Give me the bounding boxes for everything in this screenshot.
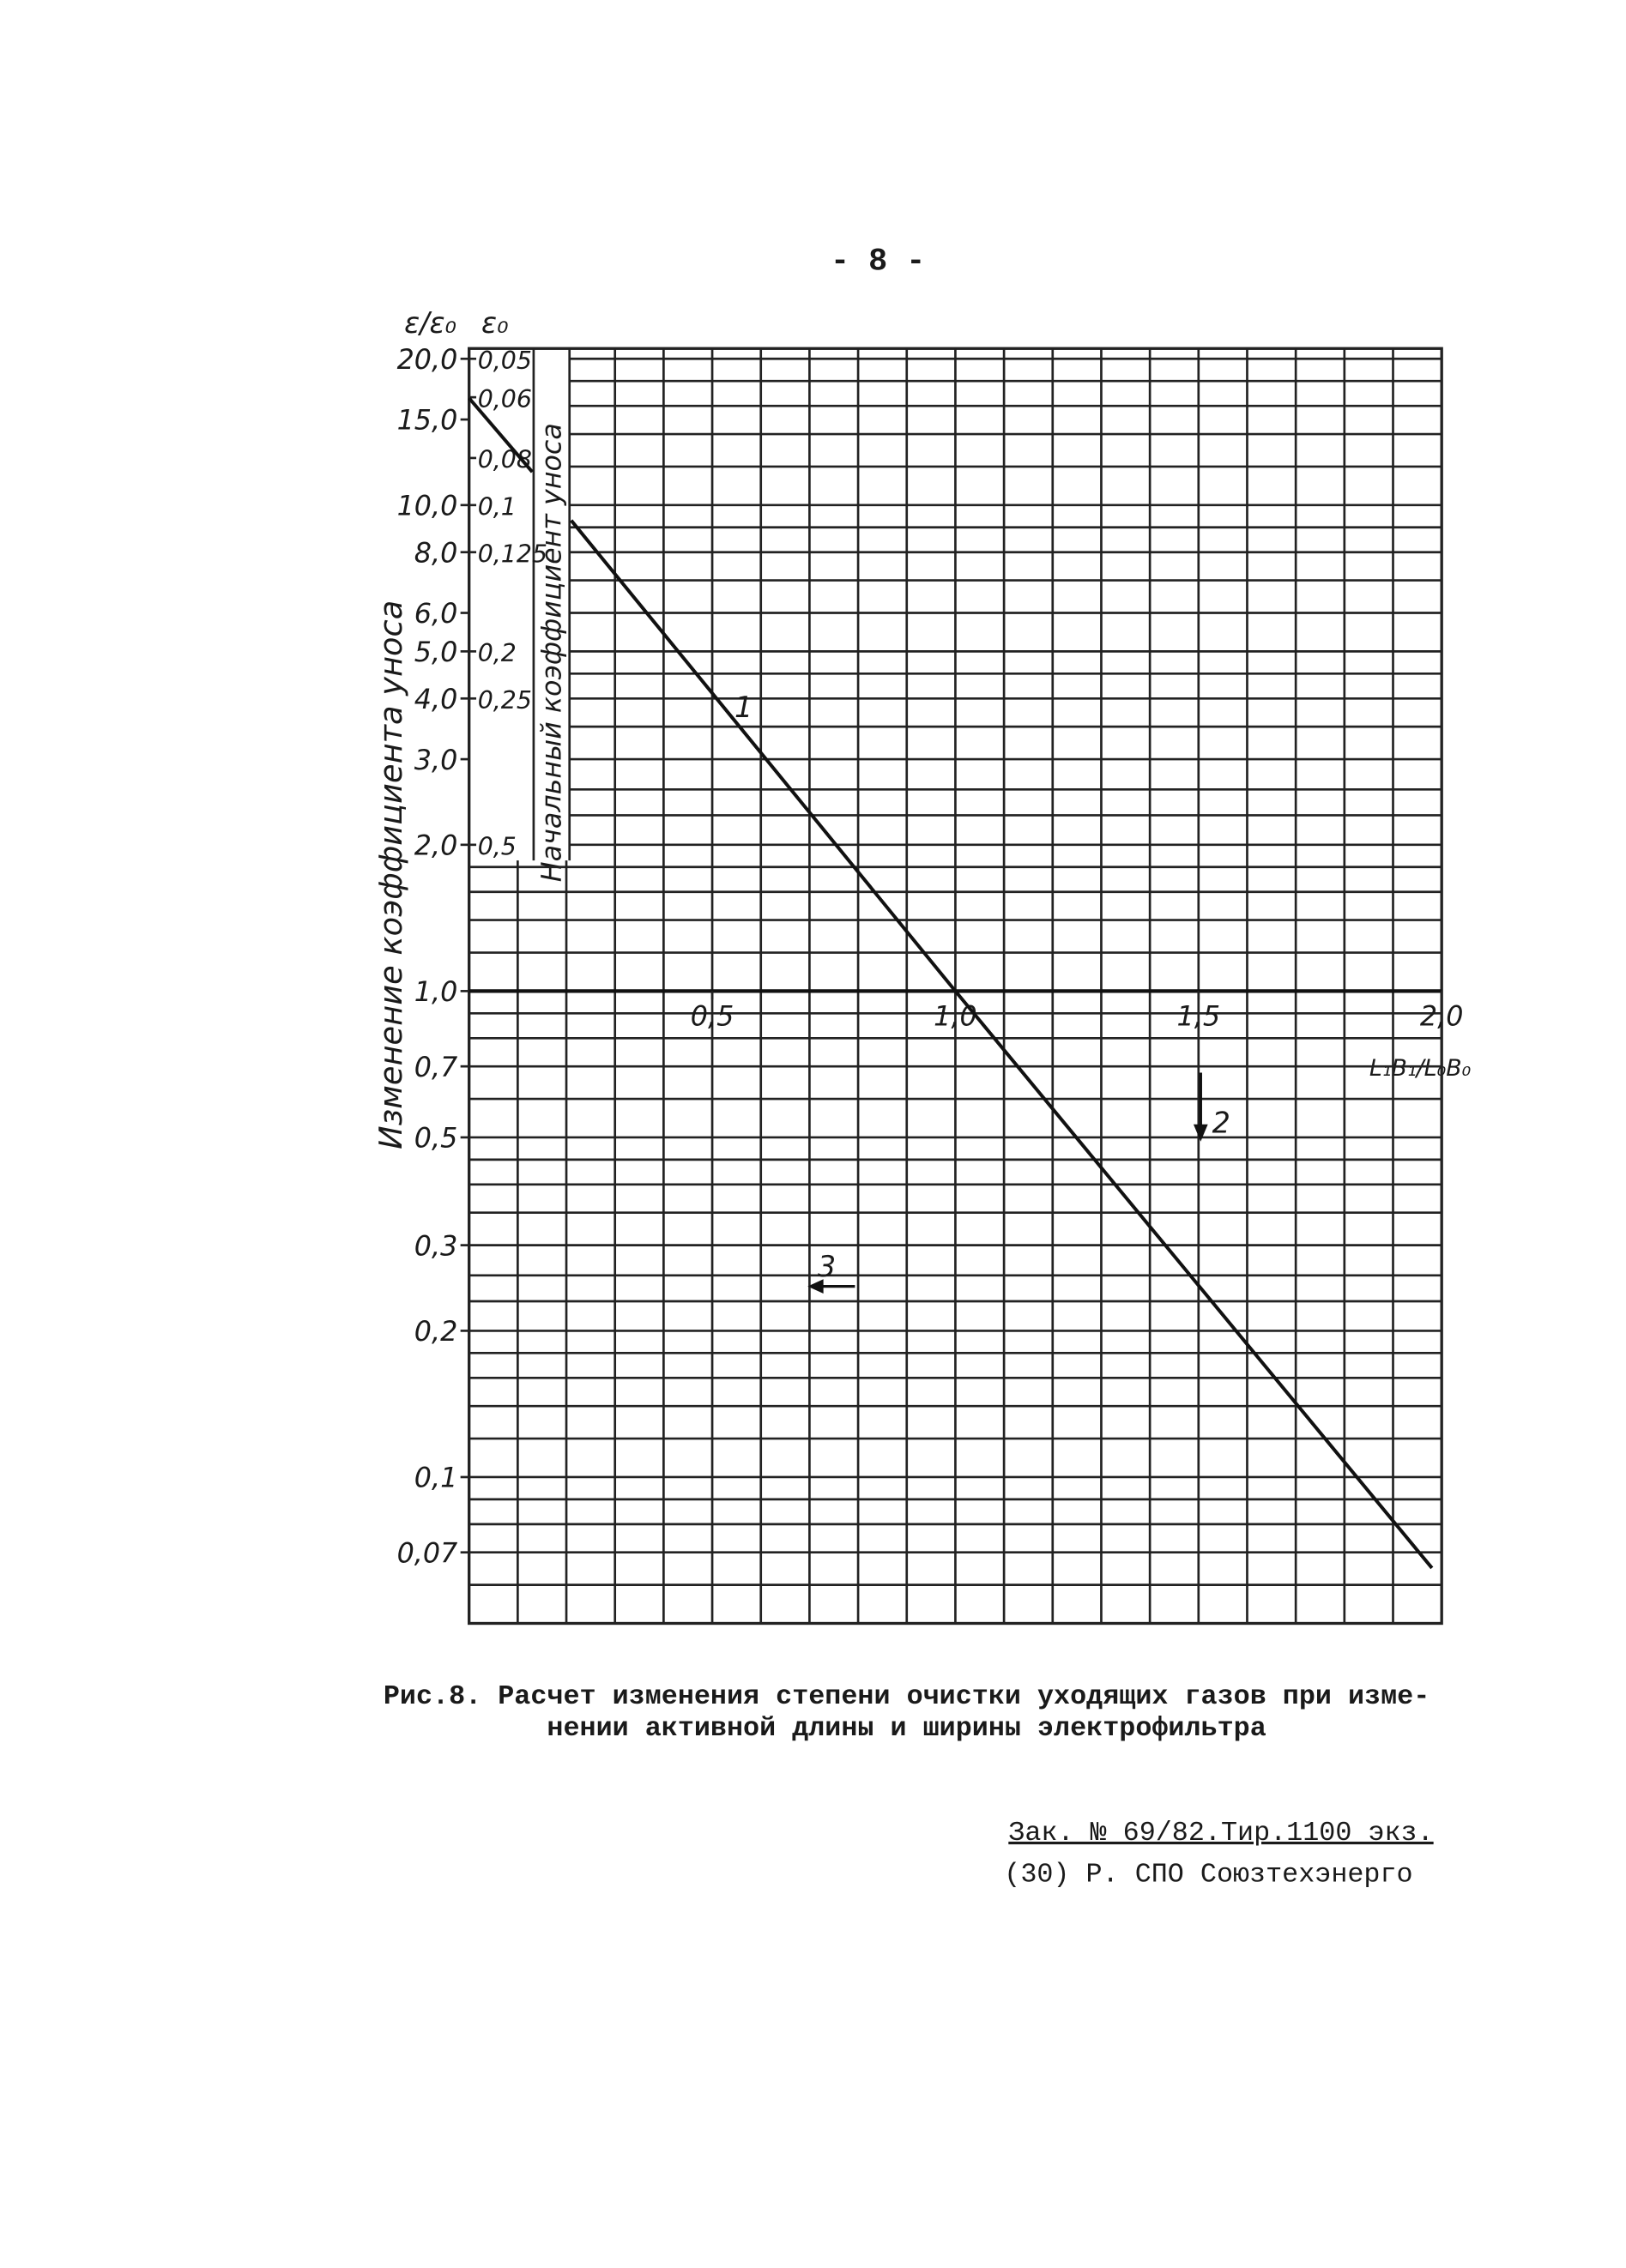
- footer-line: (30) Р. СПО Союзтехэнерго: [1004, 1859, 1412, 1890]
- y2-tick-label: 0,05: [478, 347, 532, 375]
- y2-tick-label: 0,1: [478, 493, 517, 522]
- y-tick-label: 0,5: [414, 1124, 458, 1155]
- caption-line: Рис.8. Расчет изменения степени очистки …: [384, 1681, 1430, 1712]
- y2-tick-label: 0,06: [478, 385, 532, 413]
- page-number: - 8 -: [831, 244, 925, 280]
- series-label: 1: [734, 691, 753, 724]
- y-tick-label: 10,0: [397, 492, 458, 522]
- y-tick-label: 0,7: [414, 1053, 458, 1083]
- y-tick-label: 8,0: [414, 538, 458, 569]
- y-tick-label: 0,2: [414, 1317, 458, 1348]
- arrowhead: [1193, 1124, 1208, 1142]
- y-axis-label: Изменение коэффициента уноса: [372, 600, 409, 1149]
- x-tick-label: 0,5: [691, 1002, 734, 1033]
- y2-header: ε₀: [481, 306, 508, 340]
- footer-line: Зак. № 69/82.Тир.1100 экз.: [1008, 1818, 1433, 1849]
- y-header: ε/ε₀: [404, 306, 456, 340]
- y-tick-label: 20,0: [397, 345, 458, 376]
- caption-line: нении активной длины и ширины электрофил…: [547, 1713, 1266, 1744]
- arrowhead: [807, 1279, 824, 1294]
- y2-tick-label: 0,25: [478, 686, 532, 715]
- y2-tick-label: 0,5: [478, 833, 517, 861]
- x-tick-label: 2,0: [1420, 1002, 1464, 1033]
- y-tick-label: 5,0: [414, 637, 458, 668]
- series-line: [468, 396, 1434, 1570]
- x-axis-label: L₁B₁/L₀B₀: [1369, 1055, 1472, 1082]
- x-tick-label: 1,0: [934, 1002, 977, 1033]
- y-tick-label: 6,0: [414, 599, 458, 630]
- y2-tick-label: 0,2: [478, 639, 517, 667]
- x-tick-label: 1,5: [1177, 1002, 1221, 1033]
- y-tick-label: 4,0: [414, 685, 458, 715]
- annotation: 2: [1212, 1107, 1230, 1140]
- y2-tick-label: 0,125: [478, 540, 547, 568]
- y-tick-label: 1,0: [414, 977, 458, 1008]
- y-tick-label: 0,07: [397, 1538, 458, 1569]
- annotation: 3: [818, 1250, 836, 1283]
- y-tick-label: 0,3: [414, 1231, 458, 1262]
- y2-axis-label: Начальный коэффициент уноса: [537, 423, 568, 882]
- y-tick-label: 0,1: [414, 1463, 458, 1494]
- y-tick-label: 15,0: [397, 406, 458, 437]
- y-tick-label: 3,0: [414, 745, 458, 776]
- y-tick-label: 2,0: [414, 831, 458, 862]
